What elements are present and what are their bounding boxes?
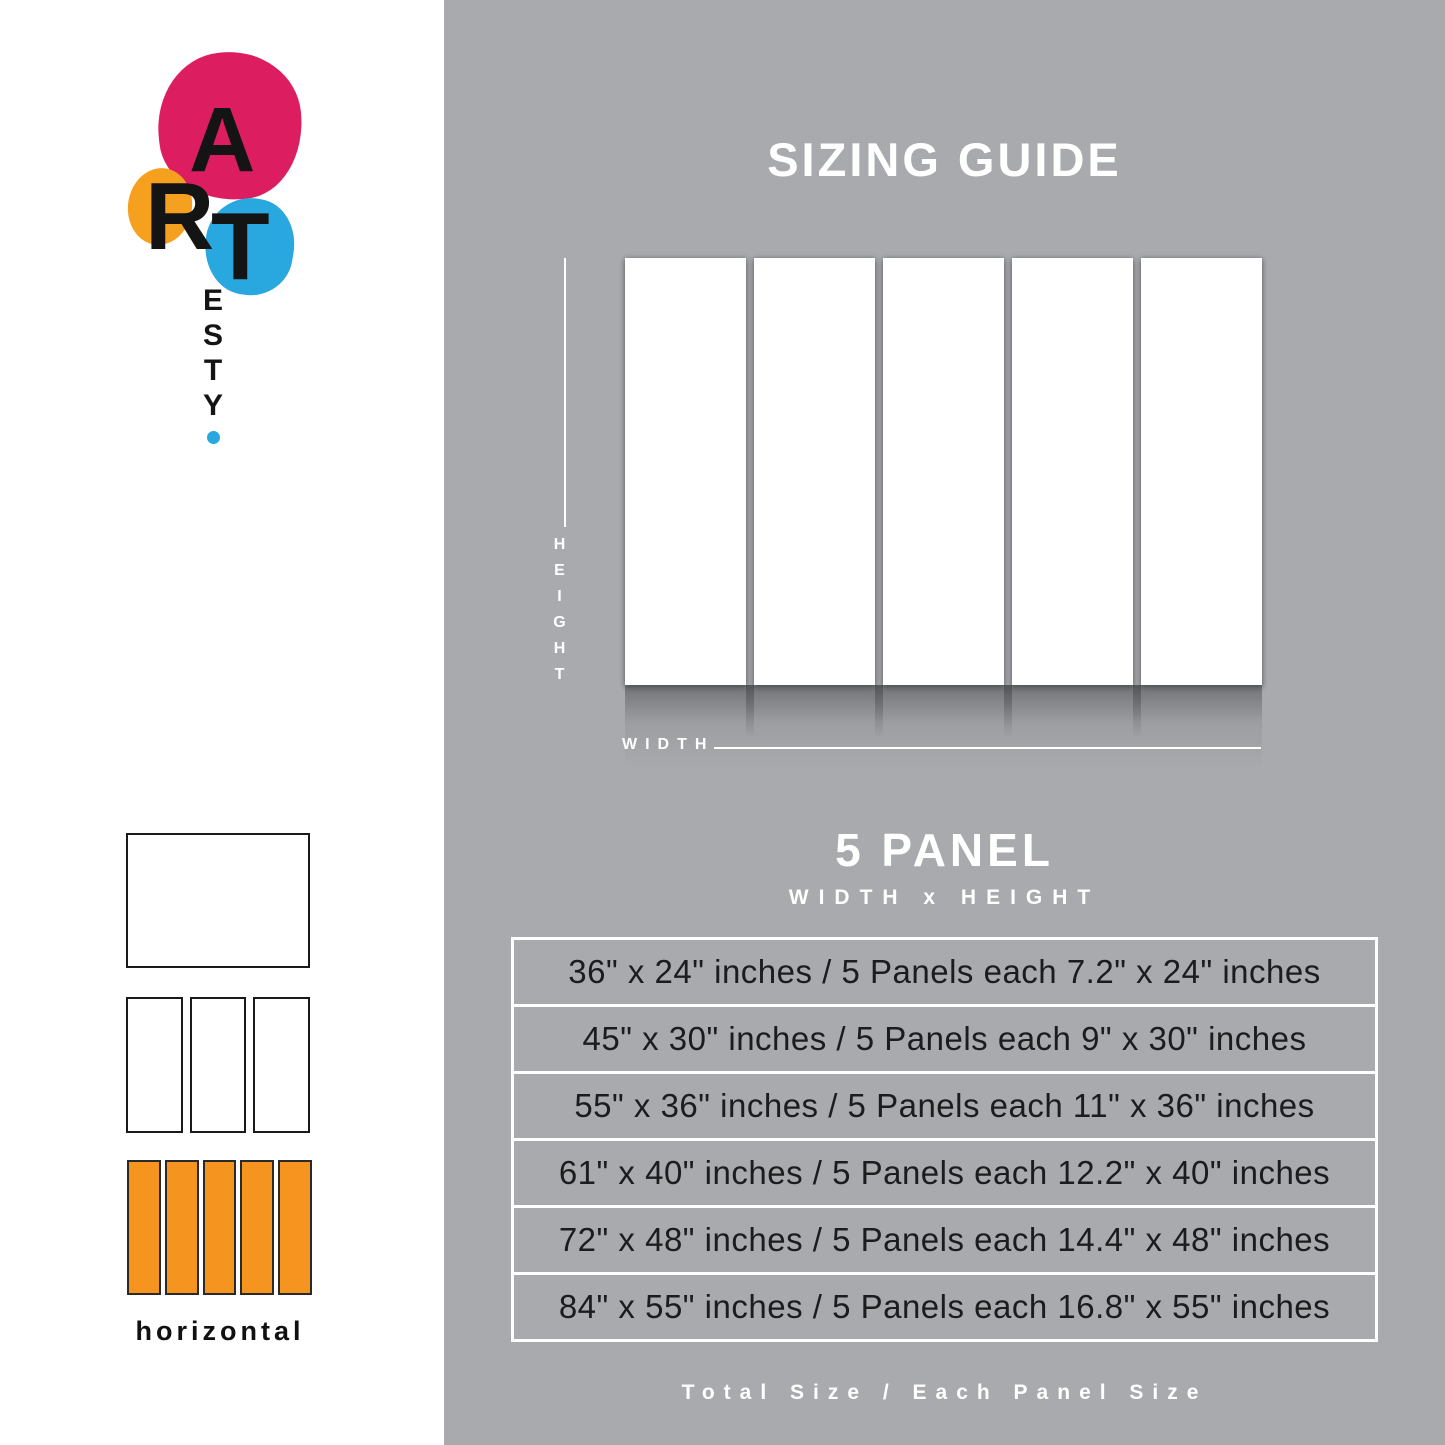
shadow-streak (1133, 685, 1141, 747)
panel-shadow-reflection (625, 685, 1262, 770)
size-row: 84" x 55" inches / 5 Panels each 16.8" x… (558, 1288, 1331, 1325)
logo-letter-t2: T (203, 354, 223, 387)
thumbnail-panel-orange (278, 1160, 312, 1295)
size-row: 45" x 30" inches / 5 Panels each 9" x 30… (514, 1007, 1375, 1074)
layout-option-five-panel-selected (127, 1160, 312, 1295)
width-axis-line (714, 747, 1261, 749)
height-axis-label: HEIGHT (551, 536, 568, 692)
width-axis-label: WIDTH (622, 736, 715, 753)
shadow-streak (1004, 685, 1012, 747)
canvas-panel (625, 258, 746, 685)
layout-option-three-panel (126, 997, 311, 1133)
logo-letter-y: Y (202, 389, 223, 422)
canvas-panel (754, 258, 875, 685)
height-axis-line (564, 258, 566, 527)
five-panel-diagram (625, 258, 1262, 685)
thumbnail-panel (126, 997, 183, 1133)
canvas-panel (1141, 258, 1262, 685)
thumbnail-panel-orange (202, 1160, 237, 1295)
shadow-streak (875, 685, 883, 747)
thumbnail-panel (189, 997, 247, 1133)
logo-letter-a: A (189, 89, 256, 191)
logo-letter-e: E (202, 284, 223, 317)
size-row: 61" x 40" inches / 5 Panels each 12.2" x… (514, 1141, 1375, 1208)
canvas-panel (1012, 258, 1133, 685)
thumbnail-panel-orange (240, 1160, 275, 1295)
panel-count-heading: 5 PANEL (835, 824, 1054, 876)
size-row: 72" x 48" inches / 5 Panels each 14.4" x… (514, 1208, 1375, 1275)
thumbnail-panel-orange (127, 1160, 161, 1295)
footer-note: Total Size / Each Panel Size (681, 1381, 1208, 1404)
logo-vertical-letters: E S T Y (196, 286, 230, 421)
size-table: 36" x 24" inches / 5 Panels each 7.2" x … (511, 937, 1378, 1342)
logo-letter-t: T (211, 193, 270, 300)
orientation-label: horizontal (135, 1316, 305, 1346)
thumbnail-panel (253, 997, 311, 1133)
logo-letter-s: S (202, 319, 223, 352)
size-row: 55" x 36" inches / 5 Panels each 11" x 3… (514, 1074, 1375, 1141)
canvas-panel (883, 258, 1004, 685)
logo-letter-r: R (145, 163, 215, 270)
thumbnail-panel-orange (164, 1160, 199, 1295)
layout-option-single-panel (126, 833, 310, 968)
page-title: SIZING GUIDE (767, 133, 1122, 186)
shadow-streak (746, 685, 754, 747)
dimension-order-label: WIDTH x HEIGHT (788, 886, 1101, 909)
size-row: 36" x 24" inches / 5 Panels each 7.2" x … (514, 940, 1375, 1007)
logo-blue-dot (207, 431, 220, 444)
